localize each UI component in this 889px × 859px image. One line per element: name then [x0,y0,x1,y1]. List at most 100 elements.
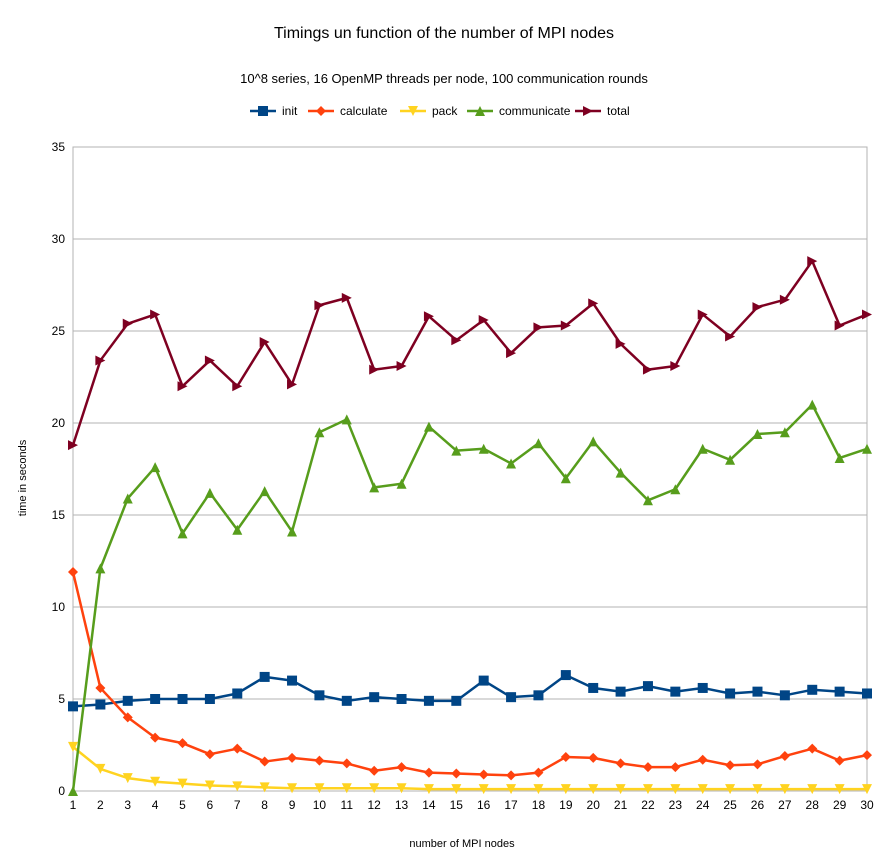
data-point [506,784,517,795]
y-axis-ticks: 0 5 10 15 20 25 30 35 [52,140,66,798]
data-point [122,318,133,329]
legend-item-init: init [250,104,298,118]
data-point [177,528,188,539]
data-point [150,462,161,473]
data-point [807,399,818,410]
data-point [369,765,380,776]
data-point [725,331,736,342]
data-point [725,760,736,771]
x-tick-label: 4 [152,798,159,812]
data-point [396,762,407,773]
data-point [369,783,380,794]
x-tick-label: 23 [669,798,683,812]
legend-marker [583,106,593,116]
data-point [68,741,78,752]
data-point [588,436,599,447]
data-point [615,758,626,769]
data-point [779,427,790,438]
legend-marker [475,106,485,116]
data-point [533,438,544,449]
data-point [177,381,188,392]
data-point [642,681,653,692]
series-line [72,673,868,708]
data-point [862,688,872,699]
data-point [95,682,106,693]
data-point [177,778,188,789]
data-point [287,752,298,763]
data-point [478,314,489,325]
data-point [122,493,133,504]
series-line [72,745,867,791]
data-point [478,675,489,686]
data-point [341,292,352,303]
legend: init calculate pack communicate total [250,104,630,118]
x-tick-label: 24 [696,798,710,812]
x-tick-label: 26 [751,798,765,812]
legend-label: calculate [340,104,388,118]
data-point [697,682,708,693]
data-point [341,414,352,425]
x-tick-label: 16 [477,798,491,812]
data-point [615,467,626,478]
data-point [204,749,215,760]
data-point [451,768,462,779]
data-point [588,784,599,795]
data-point [834,686,845,697]
data-point [287,675,298,686]
series-communicate [68,399,872,796]
data-point [560,473,571,484]
y-axis-label: time in seconds [17,439,29,516]
data-point [752,302,763,313]
series-line [71,571,868,777]
y-tick-label: 10 [52,600,66,614]
plot-area-border [72,146,868,792]
data-point [506,348,517,359]
x-tick-label: 5 [179,798,186,812]
x-tick-label: 1 [70,798,77,812]
data-point [122,773,133,784]
legend-label: communicate [499,104,571,118]
data-point [697,443,708,454]
x-tick-label: 3 [124,798,131,812]
data-point [259,486,270,497]
data-point [451,335,462,346]
data-point [862,750,872,761]
data-point [478,784,489,795]
data-point [314,783,325,794]
y-tick-label: 30 [52,232,66,246]
data-point [834,452,845,463]
legend-marker [316,106,326,116]
data-point [642,784,653,795]
data-point [287,783,298,794]
x-tick-label: 12 [367,798,381,812]
data-point [697,784,708,795]
data-point [560,784,571,795]
data-point [287,526,298,537]
data-point [68,440,78,451]
legend-marker [258,106,268,116]
data-point [369,692,380,703]
y-tick-label: 15 [52,508,66,522]
y-tick-label: 0 [58,784,65,798]
legend-item-pack: pack [400,104,458,118]
x-tick-label: 14 [422,798,436,812]
data-point [451,695,462,706]
data-point [560,670,571,681]
data-point [68,701,78,712]
data-point [697,754,708,765]
data-point [725,454,736,465]
data-point [341,783,352,794]
data-point [478,769,489,780]
y-tick-label: 5 [58,692,65,706]
x-tick-label: 7 [234,798,241,812]
data-point [560,751,571,762]
x-tick-label: 6 [207,798,214,812]
legend-label: init [282,104,298,118]
data-point [423,784,434,795]
data-point [451,445,462,456]
series-total [68,256,872,451]
data-point [533,767,544,778]
data-point [533,690,544,701]
data-point [259,671,270,682]
